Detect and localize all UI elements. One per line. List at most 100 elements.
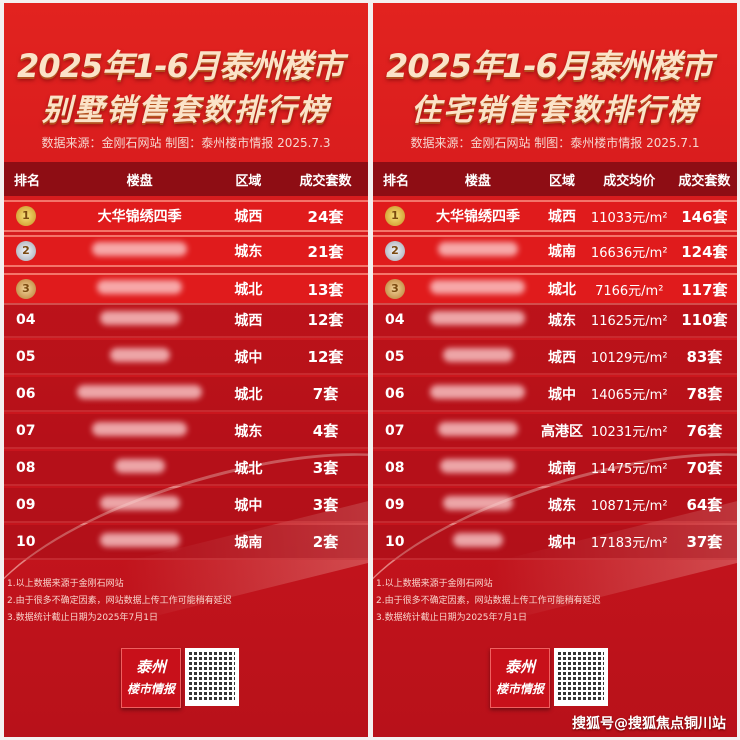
rank-number: 08 [385, 459, 405, 476]
units-cell: 37套 [686, 533, 723, 551]
table-row: 06 城北 7套 [4, 377, 368, 412]
price-cell: 11475元/m² [590, 462, 668, 477]
rank-number: 04 [385, 311, 405, 328]
project-name-cell [65, 310, 213, 329]
rank-cell: 2 [377, 241, 419, 261]
project-name-cell [419, 458, 538, 477]
project-name-cell [419, 242, 538, 260]
units-cell: 124套 [681, 242, 728, 261]
units-cell: 24套 [307, 207, 344, 226]
brand-logo: 泰州 楼市情报 [490, 648, 550, 708]
table-row: 2 城南 16636元/m² 124套 [373, 235, 737, 267]
villa-ranking-panel: 2025年1-6月泰州楼市 别墅销售套数排行榜 数据来源：金刚石网站 制图：泰州楼市… [4, 3, 368, 737]
blurred-project-name [97, 280, 183, 294]
rank-cell: 1 [8, 206, 65, 226]
blurred-project-name [437, 421, 518, 436]
medal-icon: 3 [16, 279, 36, 299]
project-name-cell [419, 280, 538, 298]
rank-number: 07 [385, 422, 405, 439]
project-name-cell [419, 495, 538, 514]
area-cell: 城南 [548, 460, 576, 477]
project-name-cell [65, 280, 213, 298]
title-line-2: 别墅销售套数排行榜 [42, 93, 330, 128]
area-cell: 城中 [548, 386, 576, 403]
price-cell: 10129元/m² [590, 351, 668, 366]
project-name-cell [419, 384, 538, 403]
blurred-project-name [442, 495, 513, 510]
price-cell: 11033元/m² [590, 210, 668, 226]
table-row: 08 城南 11475元/m² 70套 [373, 451, 737, 486]
units-cell: 83套 [686, 348, 723, 366]
area-cell: 城北 [234, 460, 263, 477]
logo-line-2: 楼市情报 [126, 682, 175, 696]
rank-number: 08 [16, 459, 36, 476]
area-cell: 城南 [548, 244, 576, 260]
project-name-cell [65, 495, 213, 514]
project-name-cell [65, 384, 213, 403]
qr-code [554, 648, 608, 706]
table-row: 08 城北 3套 [4, 451, 368, 486]
units-cell: 76套 [686, 422, 723, 440]
blurred-project-name [440, 458, 516, 473]
area-cell: 城北 [234, 386, 263, 403]
logo-line-1: 泰州 [504, 658, 535, 676]
blurred-project-name [437, 242, 518, 256]
table-row: 09 城东 10871元/m² 64套 [373, 488, 737, 523]
rank-cell: 05 [8, 349, 65, 365]
blurred-project-name [99, 532, 180, 547]
residential-ranking-panel: 2025年1-6月泰州楼市住宅销售套数排行榜数据来源：金刚石网站 制图：泰州楼市… [373, 3, 737, 737]
table-row: 3 城北 13套 [4, 273, 368, 305]
rank-cell: 3 [8, 279, 65, 299]
table-row: 05 城西 10129元/m² 83套 [373, 340, 737, 375]
rank-number: 05 [385, 348, 405, 365]
table-row: 04 城东 11625元/m² 110套 [373, 303, 737, 338]
blurred-project-name [430, 384, 526, 399]
rank-number: 10 [16, 533, 36, 550]
brand-logo: 泰州 楼市情报 [121, 648, 181, 708]
price-cell: 11625元/m² [590, 314, 668, 329]
area-cell: 城中 [234, 497, 263, 514]
title-line-1: 2025年1-6月泰州楼市 [386, 47, 713, 85]
medal-icon: 3 [385, 279, 405, 299]
price-cell: 7166元/m² [595, 283, 664, 299]
medal-icon: 2 [385, 241, 405, 261]
area-cell: 城北 [548, 282, 576, 298]
column-header: 楼盘 [464, 173, 491, 189]
area-cell: 城东 [548, 312, 576, 329]
area-cell: 城南 [234, 534, 263, 551]
column-header: 楼盘 [126, 173, 153, 189]
blurred-project-name [99, 495, 180, 510]
rank-cell: 06 [8, 386, 65, 402]
rank-number: 06 [16, 385, 36, 402]
project-name-cell [65, 347, 213, 366]
project-name-cell [65, 458, 213, 477]
blurred-project-name [109, 347, 170, 362]
blurred-project-name [99, 310, 180, 325]
units-cell: 21套 [307, 242, 344, 261]
project-name: 大华锦绣四季 [435, 209, 520, 225]
blurred-project-name [114, 458, 165, 473]
column-header: 排名 [14, 173, 41, 189]
rank-number: 07 [16, 422, 36, 439]
units-cell: 3套 [312, 459, 339, 477]
data-source: 数据来源：金刚石网站 制图：泰州楼市情报 2025.7.1 [410, 136, 700, 150]
project-name-cell [419, 310, 538, 329]
rank-cell: 08 [8, 460, 65, 476]
blurred-project-name [92, 421, 188, 436]
units-cell: 12套 [307, 311, 344, 329]
watermark: 搜狐号@搜狐焦点铜川站 [572, 716, 726, 732]
title-line-2: 住宅销售套数排行榜 [411, 93, 699, 128]
table-row: 10 城南 2套 [4, 525, 368, 560]
logo-line-2: 楼市情报 [495, 682, 544, 696]
rank-number: 06 [385, 385, 405, 402]
rank-cell: 04 [8, 312, 65, 328]
qr-pattern [189, 652, 235, 702]
project-name-cell [419, 532, 538, 551]
table-row: 10 城中 17183元/m² 37套 [373, 525, 737, 560]
table-row: 1 大华锦绣四季 城西 24套 [4, 200, 368, 232]
medal-icon: 1 [16, 206, 36, 226]
units-cell: 64套 [686, 496, 723, 514]
table-row: 05 城中 12套 [4, 340, 368, 375]
footnote: 3.数据统计截止日期为2025年7月1日 [7, 613, 158, 623]
column-header: 区域 [548, 173, 575, 189]
